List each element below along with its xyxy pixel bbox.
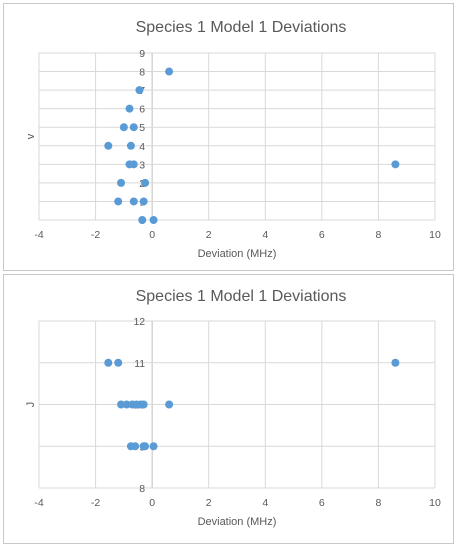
data-point xyxy=(391,358,400,367)
x-tick-label: 6 xyxy=(319,229,325,241)
x-tick-label: 6 xyxy=(319,497,325,509)
x-tick-label: 0 xyxy=(149,229,155,241)
x-axis-title: Deviation (MHz) xyxy=(198,516,277,528)
x-tick-label: 0 xyxy=(149,497,155,509)
x-tick-label: -4 xyxy=(34,497,43,509)
data-point xyxy=(114,358,123,367)
data-point xyxy=(141,442,150,451)
scatter-chart-j: -4-2024681089101112Species 1 Model 1 Dev… xyxy=(25,288,441,528)
data-point xyxy=(119,123,128,132)
data-point xyxy=(117,400,126,409)
scatter-chart-v: -4-202468100123456789Species 1 Model 1 D… xyxy=(25,19,441,260)
data-point xyxy=(139,197,148,206)
y-tick-label: 8 xyxy=(139,483,145,495)
y-axis-title: v xyxy=(25,133,37,139)
y-tick-label: 8 xyxy=(139,67,145,79)
x-tick-label: 4 xyxy=(262,229,268,241)
data-point xyxy=(129,123,138,132)
chart-title: Species 1 Model 1 Deviations xyxy=(136,19,347,36)
data-point xyxy=(131,442,140,451)
data-point xyxy=(129,160,138,169)
data-point xyxy=(117,178,126,187)
data-point xyxy=(129,197,138,206)
data-point xyxy=(135,86,144,95)
data-point xyxy=(165,67,174,76)
x-tick-label: 8 xyxy=(376,229,382,241)
y-tick-label: 5 xyxy=(139,122,145,134)
data-point xyxy=(139,400,148,409)
x-tick-label: 2 xyxy=(206,497,212,509)
y-axis-title: J xyxy=(25,402,37,408)
x-tick-label: -2 xyxy=(91,497,100,509)
y-tick-label: 12 xyxy=(133,316,145,328)
data-point xyxy=(391,160,400,169)
chart-panel-top: -4-202468100123456789Species 1 Model 1 D… xyxy=(3,3,454,271)
data-point xyxy=(104,141,113,150)
y-tick-label: 11 xyxy=(134,358,145,370)
data-point xyxy=(149,442,158,451)
data-point xyxy=(104,358,113,367)
x-tick-label: 2 xyxy=(206,229,212,241)
chart-title: Species 1 Model 1 Deviations xyxy=(136,288,347,305)
x-axis-title: Deviation (MHz) xyxy=(198,248,277,260)
x-tick-label: 8 xyxy=(376,497,382,509)
chart-panel-bottom: -4-2024681089101112Species 1 Model 1 Dev… xyxy=(3,274,454,544)
data-point xyxy=(149,216,158,224)
data-point xyxy=(122,400,131,409)
data-point xyxy=(126,141,135,150)
data-point xyxy=(114,197,123,206)
x-tick-label: 10 xyxy=(429,497,441,509)
y-tick-label: 4 xyxy=(139,141,145,153)
y-tick-label: 3 xyxy=(139,159,145,171)
data-point xyxy=(141,178,150,187)
y-tick-label: 9 xyxy=(139,48,145,60)
x-tick-label: 4 xyxy=(262,497,268,509)
x-tick-label: -4 xyxy=(34,229,43,241)
data-point xyxy=(138,216,147,224)
x-tick-label: -2 xyxy=(91,229,100,241)
data-point xyxy=(125,104,134,113)
x-tick-label: 10 xyxy=(429,229,441,241)
y-tick-label: 6 xyxy=(139,104,145,116)
data-point xyxy=(165,400,174,409)
